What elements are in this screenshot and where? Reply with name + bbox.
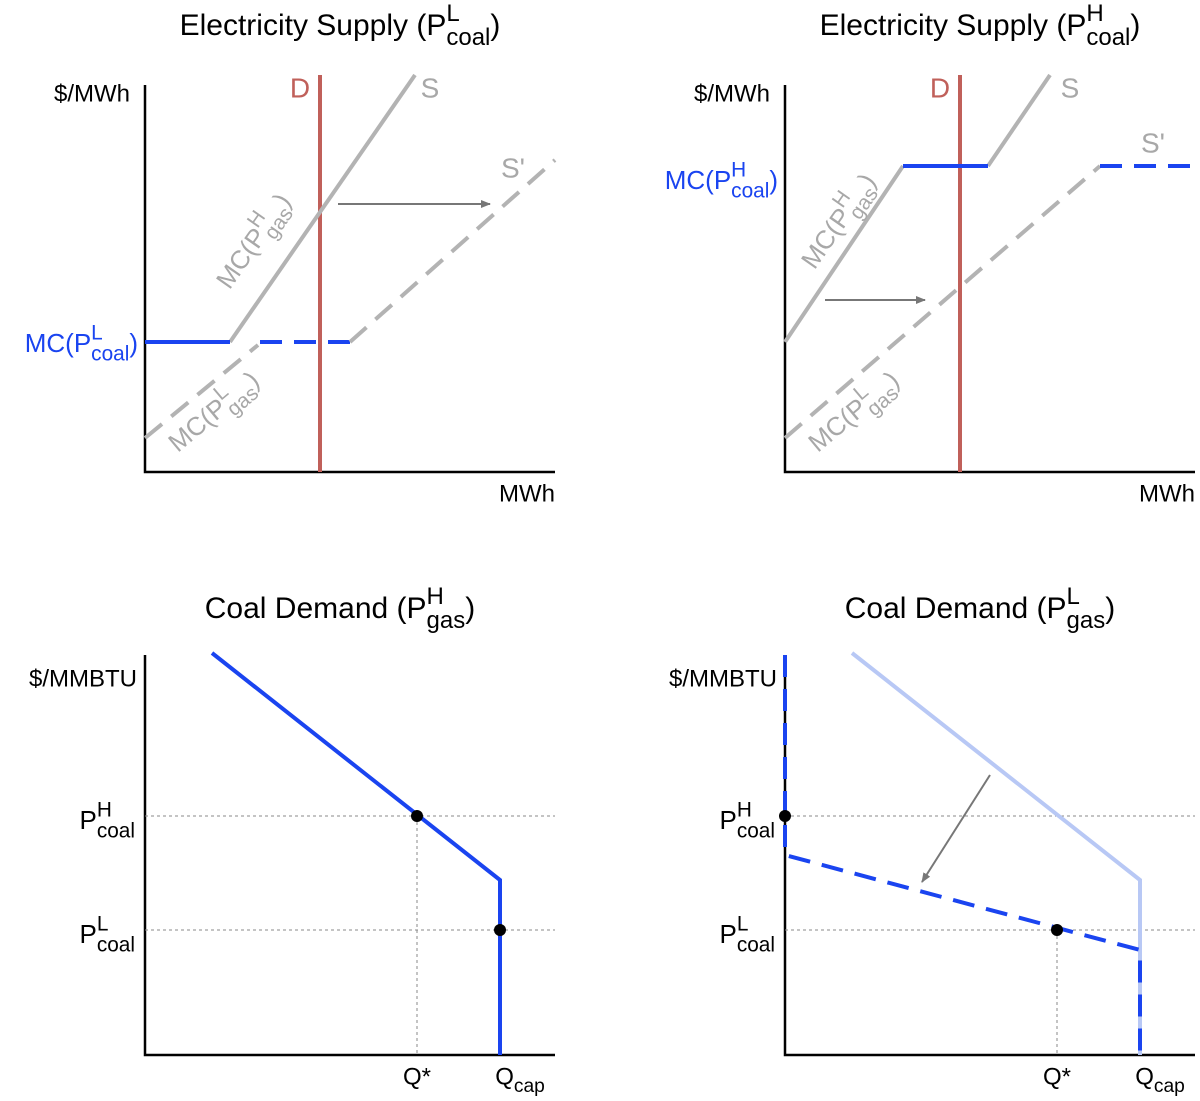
x-tick-label-base: Q* — [403, 1063, 431, 1090]
x-tick-label-base: Q — [1135, 1063, 1154, 1090]
supply-line — [228, 73, 417, 344]
price-label-base: MC(P — [25, 328, 91, 358]
x-tick-label-base: Q — [495, 1063, 514, 1090]
x-tick-label: Q* — [1043, 1063, 1071, 1090]
y-tick-label-base: P — [720, 805, 737, 835]
price-label-after: ) — [129, 328, 138, 358]
y-tick-label-sub: coal — [97, 933, 135, 956]
supply-line — [783, 164, 905, 344]
x-label: MWh — [1139, 480, 1195, 507]
axes — [143, 85, 555, 474]
y-tick-label-base: P — [720, 919, 737, 949]
title-base: Coal Demand (P — [845, 592, 1067, 625]
y-tick-label-sub: coal — [97, 819, 135, 842]
supply-shifted-label: S' — [1141, 127, 1165, 158]
title-sup: H — [1086, 0, 1103, 27]
point — [494, 924, 506, 936]
y-tick-label-sub: coal — [737, 933, 775, 956]
guides — [145, 815, 555, 1055]
point — [1051, 924, 1063, 936]
price-label-sup: H — [731, 159, 746, 182]
price-label-after: ) — [769, 165, 778, 195]
y-label: $/MMBTU — [669, 665, 777, 692]
guides — [785, 815, 1195, 1055]
x-label: MWh — [499, 480, 555, 507]
supply-shifted — [143, 343, 260, 440]
x-tick-label-sub: cap — [514, 1076, 545, 1097]
title-base: Electricity Supply (P — [180, 9, 447, 42]
supply-label: S — [1061, 72, 1080, 103]
y-tick-label-sup: L — [97, 913, 109, 936]
coal-demand-old — [850, 651, 1142, 1055]
y-tick-label-sup: L — [737, 913, 749, 936]
title-sub: gas — [427, 607, 466, 634]
coal-demand — [210, 651, 502, 1055]
y-tick-label-sup: H — [97, 799, 112, 822]
y-tick-label-sup: H — [737, 799, 752, 822]
title-base: Electricity Supply (P — [820, 9, 1087, 42]
title-base: Coal Demand (P — [205, 592, 427, 625]
demand-label: D — [930, 72, 950, 103]
supply-shifted — [783, 164, 1102, 440]
title-sup: L — [446, 0, 459, 27]
y-tick-label-base: P — [80, 919, 97, 949]
price-label-sup: L — [91, 322, 103, 345]
x-tick-label-base: Q* — [1043, 1063, 1071, 1090]
price-label-sub: coal — [731, 179, 769, 202]
title-sup: H — [427, 583, 444, 610]
point — [779, 810, 791, 822]
price-label-base: MC(P — [665, 165, 731, 195]
title-after: ) — [1105, 592, 1115, 625]
supply-shifted — [348, 158, 557, 344]
title-after: ) — [465, 592, 475, 625]
x-tick-label-sub: cap — [1154, 1076, 1185, 1097]
x-tick-label: Q* — [403, 1063, 431, 1090]
supply-shifted-label: S' — [501, 152, 525, 183]
axes — [783, 85, 1195, 474]
y-label: $/MWh — [694, 80, 770, 107]
price-label-sub: coal — [91, 342, 129, 365]
y-tick-label-sub: coal — [737, 819, 775, 842]
shapes — [143, 73, 1195, 1057]
supply-label: S — [421, 72, 440, 103]
y-label: $/MWh — [54, 80, 130, 107]
point — [411, 810, 423, 822]
title-sub: gas — [1067, 607, 1106, 634]
y-label: $/MMBTU — [29, 665, 137, 692]
supply-line — [986, 73, 1052, 168]
y-tick-label-base: P — [80, 805, 97, 835]
title-after: ) — [1130, 9, 1140, 42]
axes — [143, 655, 555, 1057]
title-sub: coal — [1086, 24, 1130, 51]
demand-label: D — [290, 72, 310, 103]
shift-arrow — [921, 774, 991, 883]
coal-demand-new — [783, 655, 1142, 1055]
axes — [783, 655, 1195, 1057]
title-after: ) — [490, 9, 500, 42]
title-sub: coal — [446, 24, 490, 51]
title-sup: L — [1067, 583, 1080, 610]
